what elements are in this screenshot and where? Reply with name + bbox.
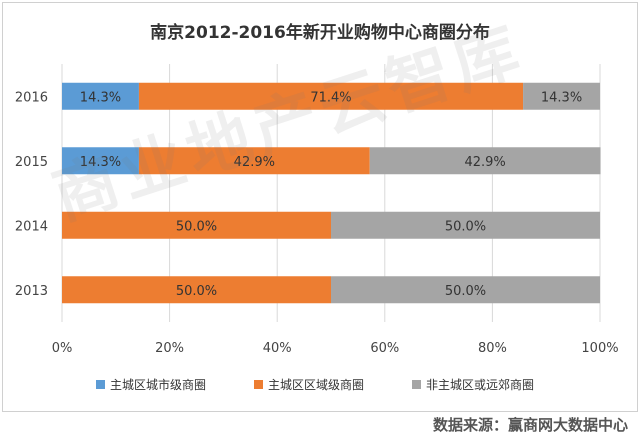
legend-swatch [412,380,421,389]
data-labels: 14.3% 71.4% 14.3% 14.3% 42.9% 42.9% 50.0% 50.0%… [80,90,582,299]
x-tick-label: 80% [478,341,507,356]
legend-label: 主城区区域级商圈 [268,377,364,392]
data-label: 14.3% [80,90,121,105]
data-label: 50.0% [445,284,486,299]
chart-title: 南京2012-2016年新开业购物中心商圈分布 [150,22,490,43]
data-label: 50.0% [445,219,486,234]
bar-segment [331,211,600,239]
x-tick-label: 100% [581,341,618,356]
y-tick-label: 2015 [15,155,48,170]
bar-segment [523,82,600,110]
data-label: 42.9% [234,155,275,170]
x-tick-label: 0% [52,341,73,356]
y-axis-ticks: 2016 2015 2014 2013 [15,90,48,299]
legend-label: 主城区城市级商圈 [110,377,206,392]
bar-segment [62,276,331,304]
x-axis-ticks: 0% 20% 40% 60% 80% 100% [52,341,619,356]
bar-segment [62,82,139,110]
data-label: 14.3% [80,155,121,170]
data-label: 50.0% [176,284,217,299]
x-tick-label: 40% [263,341,292,356]
legend: 主城区城市级商圈 主城区区域级商圈 非主城区或远郊商圈 [96,377,534,392]
legend-swatch [96,380,105,389]
x-tick-label: 20% [155,341,184,356]
chart-frame [2,2,638,412]
bar-segment [331,276,600,304]
bar-segment [62,147,139,175]
bar-segment [369,147,601,175]
bar-segment [138,147,370,175]
source-note: 数据来源：赢商网大数据中心 [432,416,628,434]
y-tick-label: 2014 [15,219,48,234]
bar-segment [62,211,331,239]
data-label: 50.0% [176,219,217,234]
y-tick-label: 2013 [15,284,48,299]
legend-label: 非主城区或远郊商圈 [426,377,534,392]
y-tick-label: 2016 [15,90,48,105]
bars [62,82,601,304]
data-label: 71.4% [310,90,351,105]
bar-segment [138,82,524,110]
data-label: 14.3% [541,90,582,105]
x-tick-label: 60% [370,341,399,356]
legend-swatch [254,380,263,389]
data-label: 42.9% [464,155,505,170]
